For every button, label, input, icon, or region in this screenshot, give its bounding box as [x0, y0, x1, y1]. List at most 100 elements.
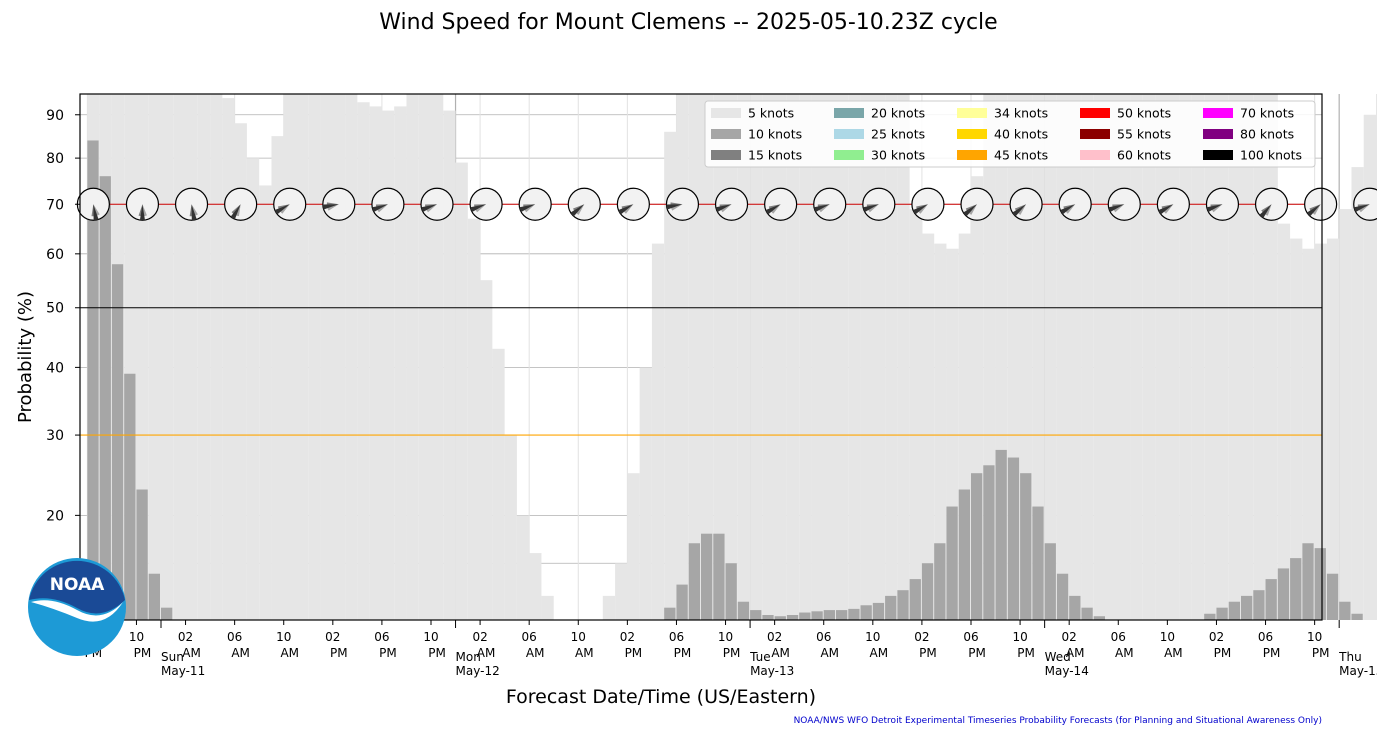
wheel-wedge-10kt: [918, 204, 928, 214]
bar-10-knots-58: [799, 612, 811, 620]
day-label-24-date: May-11: [161, 664, 205, 678]
x-tick-label-118-ampm: PM: [1312, 646, 1330, 660]
bar-5-knots-16: [283, 94, 296, 620]
y-axis-label: Probability (%): [15, 291, 36, 423]
legend-swatch-40-knots: [957, 129, 987, 139]
x-tick-label-94-ampm: PM: [1017, 646, 1035, 660]
x-tick-label-78-hour: 06: [816, 630, 831, 644]
direction-wheel-6: [371, 187, 405, 221]
bar-10-knots-80: [1069, 595, 1081, 620]
y-tick-label-40: 40: [46, 360, 64, 376]
bar-5-knots-50: [701, 94, 714, 620]
x-tick-label-38-hour: 02: [325, 630, 340, 644]
direction-wheel-26: [1353, 187, 1377, 221]
bar-5-knots-51: [713, 94, 726, 620]
bar-10-knots-93: [1228, 601, 1240, 620]
bar-10-knots-62: [848, 608, 860, 620]
wheel-wedge-10kt: [1163, 204, 1174, 214]
x-tick-label-58-ampm: AM: [575, 646, 594, 660]
bar-5-knots-104: [1363, 114, 1376, 621]
bar-5-knots-96: [1265, 94, 1278, 620]
y-tick-label-90: 90: [46, 108, 64, 124]
bar-5-knots-78: [1044, 94, 1057, 620]
direction-wheel-5: [322, 187, 356, 221]
wheel-wedge-main: [519, 204, 536, 213]
day-label-120-date: May-15: [1339, 664, 1377, 678]
legend-swatch-30-knots: [834, 150, 864, 160]
legend-label-60-knots: 60 knots: [1117, 148, 1171, 163]
bar-5-knots-101: [1326, 238, 1340, 620]
wheel-wedge-main: [570, 204, 585, 217]
bar-10-knots-72: [971, 473, 983, 620]
bar-5-knots-29: [443, 110, 456, 620]
bar-10-knots-103: [1351, 613, 1363, 620]
bar-10-knots-76: [1020, 473, 1032, 620]
bar-10-knots-81: [1081, 607, 1093, 620]
wheel-wedge-main: [863, 204, 879, 213]
wheel-wedge-main: [1158, 204, 1174, 215]
day-label-48-date: May-12: [456, 664, 500, 678]
wheel-wedge-10kt: [818, 204, 830, 213]
x-tick-label-110-hour: 02: [1209, 630, 1224, 644]
x-tick-label-114-ampm: PM: [1263, 646, 1281, 660]
bar-5-knots-88: [1167, 94, 1180, 620]
bar-5-knots-36: [529, 553, 542, 620]
wheel-wedge-main: [274, 204, 290, 215]
x-tick-label-54-hour: 06: [522, 630, 537, 644]
bar-5-knots-13: [246, 158, 260, 620]
bar-5-knots-55: [762, 94, 775, 620]
wheel-wedge-main: [1060, 204, 1076, 215]
bar-10-knots-64: [872, 602, 885, 620]
bar-10-knots-95: [1253, 590, 1265, 620]
wheel-wedge-main: [912, 204, 928, 215]
direction-wheel-4: [273, 187, 307, 221]
legend-label-45-knots: 45 knots: [994, 148, 1048, 163]
x-tick-label-42-ampm: PM: [379, 646, 397, 660]
legend-swatch-10-knots: [711, 129, 741, 139]
day-label-72-dow: Tue: [749, 650, 771, 664]
bar-5-knots-100: [1314, 243, 1327, 620]
bar-5-knots-37: [541, 595, 554, 620]
legend-label-25-knots: 25 knots: [871, 127, 925, 142]
bar-5-knots-24: [381, 110, 395, 620]
wheel-wedge-main: [93, 204, 99, 221]
bar-5-knots-52: [725, 94, 738, 620]
bar-5-knots-58: [799, 94, 812, 620]
x-tick-label-94-hour: 10: [1012, 630, 1027, 644]
bar-10-knots-6: [161, 607, 173, 620]
bar-5-knots-18: [308, 94, 321, 620]
x-tick-label-34-hour: 10: [276, 630, 291, 644]
bar-10-knots-91: [1204, 613, 1216, 620]
legend-label-50-knots: 50 knots: [1117, 106, 1171, 121]
bar-10-knots-94: [1241, 595, 1253, 620]
direction-wheel-20: [1058, 187, 1092, 221]
bar-5-knots-14: [259, 185, 272, 620]
bar-5-knots-79: [1056, 94, 1070, 620]
plot-frame: [79, 93, 1323, 621]
x-tick-label-106-hour: 10: [1160, 630, 1175, 644]
bar-10-knots-82: [1093, 616, 1105, 620]
bar-10-knots-77: [1032, 506, 1044, 620]
wheel-wedge-main: [765, 204, 781, 215]
bar-10-knots-47: [664, 607, 676, 620]
bar-10-knots-97: [1277, 568, 1290, 620]
y-tick-label-80: 80: [46, 151, 64, 167]
bar-5-knots-85: [1130, 94, 1143, 620]
direction-wheel-22: [1156, 187, 1190, 221]
wheel-wedge-main: [618, 204, 634, 215]
x-tick-label-34-ampm: AM: [280, 646, 299, 660]
bar-5-knots-25: [394, 106, 407, 620]
bar-10-knots-96: [1265, 579, 1277, 620]
bar-10-knots-73: [983, 465, 995, 620]
bar-5-knots-27: [418, 94, 431, 620]
x-tick-label-50-hour: 02: [472, 630, 487, 644]
direction-wheel-2: [174, 187, 209, 221]
bar-5-knots-17: [296, 94, 309, 620]
x-tick-label-98-ampm: AM: [1066, 646, 1085, 660]
bar-5-knots-68: [921, 233, 935, 621]
bar-10-knots-54: [750, 610, 762, 620]
bar-5-knots-23: [369, 106, 382, 620]
bar-5-knots-65: [885, 94, 898, 620]
bar-5-knots-21: [345, 94, 358, 620]
bar-10-knots-98: [1290, 558, 1302, 620]
